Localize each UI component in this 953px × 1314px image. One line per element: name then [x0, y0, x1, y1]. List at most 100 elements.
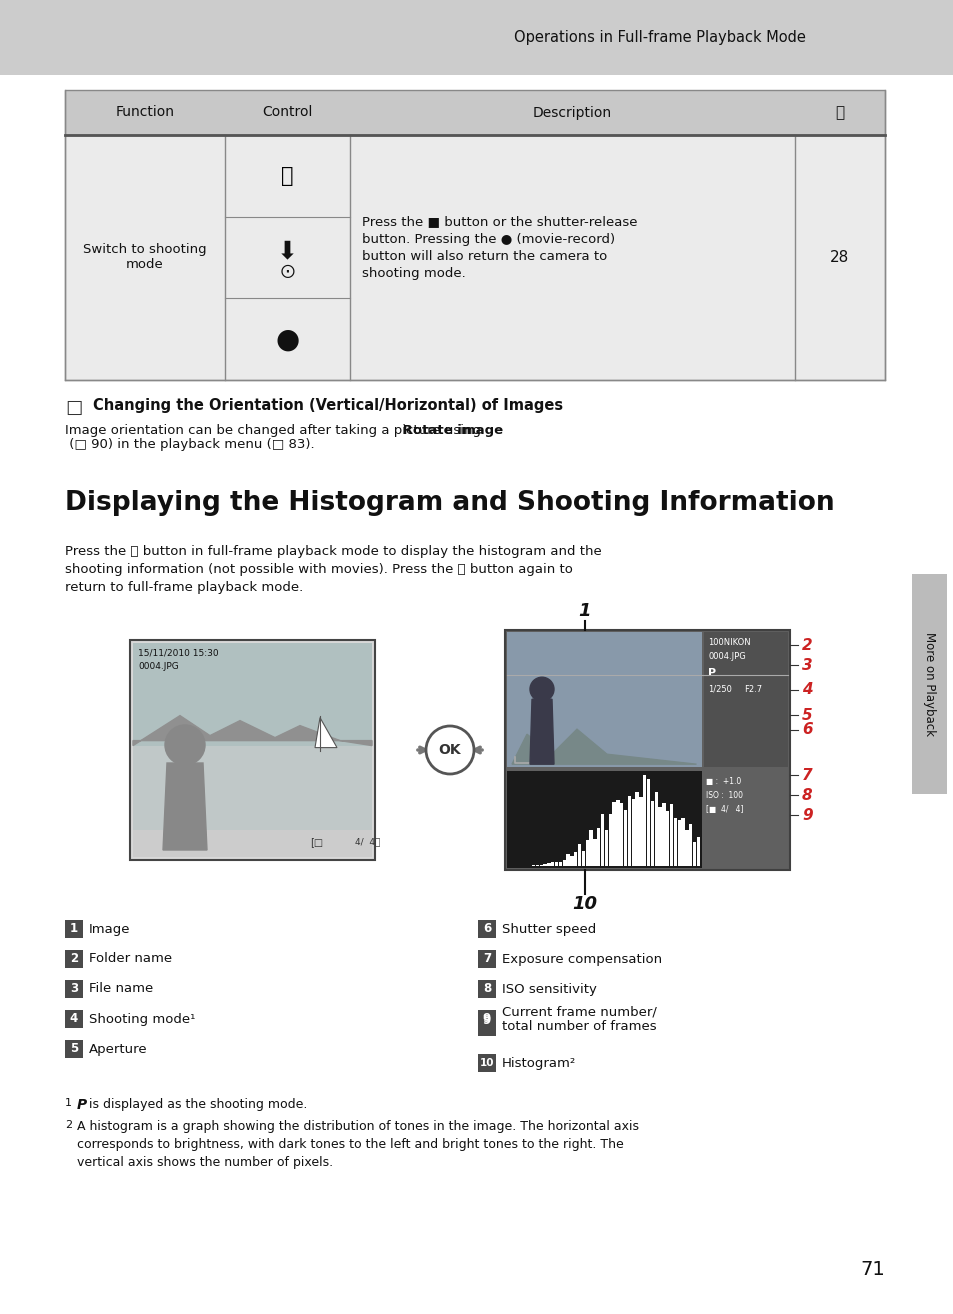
Text: Press the Ⓢ button in full-frame playback mode to display the histogram and the
: Press the Ⓢ button in full-frame playbac… — [65, 545, 601, 594]
Bar — [911, 574, 946, 794]
Bar — [570, 857, 573, 866]
Text: is displayed as the shooting mode.: is displayed as the shooting mode. — [89, 1099, 307, 1112]
Text: 5: 5 — [801, 707, 812, 723]
Bar — [703, 632, 787, 767]
Text: Exposure compensation: Exposure compensation — [501, 953, 661, 966]
Text: (□ 90) in the playback menu (□ 83).: (□ 90) in the playback menu (□ 83). — [65, 438, 314, 451]
Text: 9: 9 — [482, 1014, 491, 1028]
Text: F2.7: F2.7 — [743, 685, 761, 694]
Bar — [650, 802, 654, 866]
Polygon shape — [512, 729, 696, 765]
Bar — [600, 815, 603, 866]
Bar — [654, 792, 658, 866]
Text: 10: 10 — [572, 895, 597, 913]
Bar — [562, 859, 565, 866]
Text: ●: ● — [275, 325, 299, 353]
Bar — [692, 842, 696, 866]
Text: Changing the Orientation (Vertical/Horizontal) of Images: Changing the Orientation (Vertical/Horiz… — [92, 398, 562, 413]
Circle shape — [165, 725, 205, 765]
Bar — [477, 950, 496, 968]
Bar — [593, 838, 596, 866]
Text: 15/11/2010 15:30: 15/11/2010 15:30 — [138, 648, 218, 657]
Text: Switch to shooting
mode: Switch to shooting mode — [83, 243, 207, 272]
Circle shape — [530, 677, 554, 702]
Circle shape — [426, 727, 474, 774]
Text: 3: 3 — [70, 983, 78, 996]
Text: Folder name: Folder name — [89, 953, 172, 966]
Text: 7: 7 — [801, 767, 812, 783]
Text: 8: 8 — [801, 787, 812, 803]
Bar — [581, 851, 584, 866]
Bar — [619, 803, 622, 866]
Text: 10: 10 — [479, 1058, 494, 1068]
Text: 6: 6 — [482, 922, 491, 936]
Text: Image orientation can be changed after taking a picture using: Image orientation can be changed after t… — [65, 424, 485, 438]
Text: [■  4/   4]: [■ 4/ 4] — [706, 805, 743, 815]
Bar — [65, 920, 83, 938]
Text: 📖: 📖 — [835, 105, 843, 120]
Text: 8: 8 — [482, 983, 491, 996]
Bar — [642, 775, 646, 866]
Text: P: P — [77, 1099, 87, 1112]
Text: 1/250: 1/250 — [708, 685, 732, 694]
Bar — [558, 862, 561, 866]
Bar — [639, 796, 642, 866]
Text: total number of frames: total number of frames — [501, 1021, 656, 1034]
Text: ISO :  100: ISO : 100 — [706, 791, 742, 800]
Bar — [0, 0, 953, 75]
Bar — [555, 862, 558, 866]
Bar — [589, 830, 592, 866]
Text: 4: 4 — [70, 1013, 78, 1025]
Text: 71: 71 — [860, 1260, 884, 1279]
Text: 1: 1 — [70, 922, 78, 936]
Text: ISO sensitivity: ISO sensitivity — [501, 983, 597, 996]
Bar — [696, 837, 700, 866]
Bar — [627, 796, 630, 866]
Bar — [477, 1010, 496, 1035]
Bar — [506, 771, 701, 869]
Text: 28: 28 — [829, 250, 849, 265]
Bar — [543, 865, 546, 866]
Text: P: P — [708, 668, 716, 678]
Bar — [578, 845, 580, 866]
Bar — [677, 820, 680, 866]
Text: 9: 9 — [482, 1013, 491, 1025]
Text: 2: 2 — [70, 953, 78, 966]
Bar — [65, 135, 884, 380]
Bar — [612, 802, 615, 866]
Text: Current frame number/: Current frame number/ — [501, 1005, 657, 1018]
Text: ⨀: ⨀ — [280, 264, 294, 279]
Bar — [477, 920, 496, 938]
Text: 2: 2 — [801, 637, 812, 653]
Text: OK: OK — [438, 742, 461, 757]
Bar — [132, 643, 372, 857]
Bar — [669, 804, 673, 866]
Text: ⬇︎: ⬇︎ — [276, 239, 297, 264]
Bar — [646, 779, 650, 866]
Bar — [65, 980, 83, 999]
Polygon shape — [314, 717, 336, 748]
Bar — [631, 799, 635, 866]
Bar — [684, 830, 688, 866]
Text: Aperture: Aperture — [89, 1042, 148, 1055]
Text: File name: File name — [89, 983, 153, 996]
Text: Shooting mode¹: Shooting mode¹ — [89, 1013, 195, 1025]
Text: Operations in Full-frame Playback Mode: Operations in Full-frame Playback Mode — [514, 30, 805, 45]
Text: 7: 7 — [482, 953, 491, 966]
Text: Function: Function — [115, 105, 174, 120]
Text: 100NIKON: 100NIKON — [708, 639, 750, 646]
Bar — [132, 745, 372, 830]
Text: ■ :  +1.0: ■ : +1.0 — [706, 777, 741, 786]
Bar — [661, 803, 665, 866]
Text: 0004.JPG: 0004.JPG — [138, 662, 178, 671]
Text: 2: 2 — [65, 1120, 72, 1130]
Bar — [658, 807, 661, 866]
Text: 9: 9 — [801, 808, 812, 823]
Text: Description: Description — [533, 105, 612, 120]
Text: 4/  4⎹: 4/ 4⎹ — [355, 837, 380, 846]
Bar — [477, 980, 496, 999]
Bar — [547, 863, 550, 866]
Polygon shape — [530, 699, 554, 765]
Text: 3: 3 — [801, 657, 812, 673]
Text: 📷: 📷 — [281, 166, 294, 185]
